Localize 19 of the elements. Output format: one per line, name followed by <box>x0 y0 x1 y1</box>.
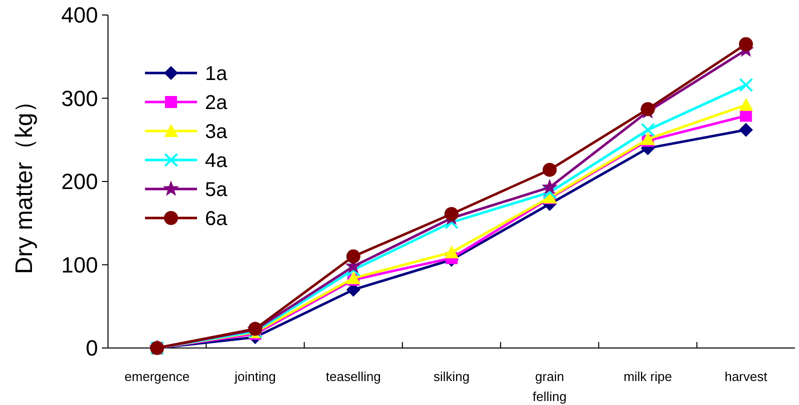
y-tick-label: 400 <box>61 2 98 28</box>
y-tick-label: 0 <box>86 336 98 361</box>
legend-label: 6a <box>205 208 228 230</box>
y-tick-label: 200 <box>61 169 98 194</box>
legend-label: 4a <box>205 150 228 172</box>
legend-label: 5a <box>205 179 228 201</box>
x-tick-label: jointing <box>234 369 276 384</box>
legend-label: 3a <box>205 121 228 143</box>
x-tick-label: grain felling <box>532 369 567 404</box>
y-axis-title: Dry matter（kg） <box>11 88 38 274</box>
x-tick-label: teaselling <box>326 369 381 384</box>
legend-label: 2a <box>205 92 228 114</box>
x-tick-label: milk ripe <box>624 369 672 384</box>
x-tick-label: silking <box>433 369 470 384</box>
y-tick-label: 300 <box>61 86 98 111</box>
y-tick-label: 100 <box>61 252 98 278</box>
x-tick-label: harvest <box>724 369 768 384</box>
x-tick-label: emergence <box>124 369 190 384</box>
legend-label: 1a <box>205 63 228 85</box>
